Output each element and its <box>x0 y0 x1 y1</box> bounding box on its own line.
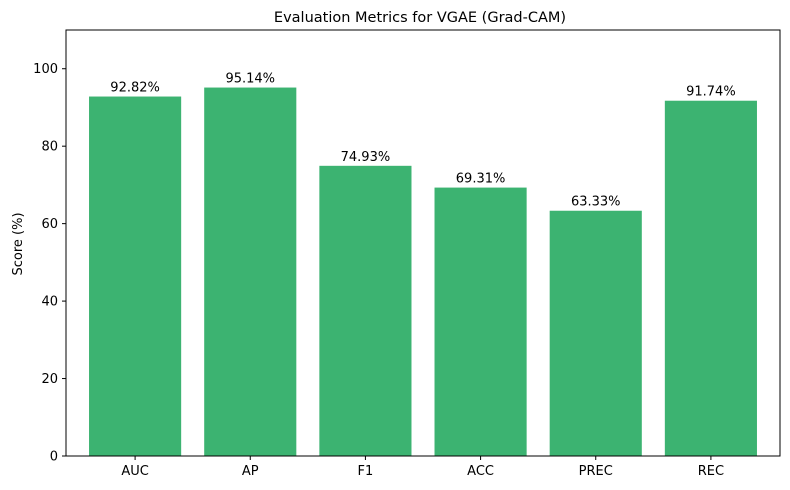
x-axis: AUC AP F1 ACC PREC REC <box>121 456 724 479</box>
y-tick-label-60: 60 <box>41 217 58 232</box>
bar-auc <box>89 96 182 457</box>
x-tick-label-acc: ACC <box>467 464 494 479</box>
chart-title: Evaluation Metrics for VGAE (Grad-CAM) <box>274 10 566 26</box>
x-tick-label-auc: AUC <box>121 464 149 479</box>
data-label-acc: 69.31% <box>456 172 506 187</box>
x-tick-label-ap: AP <box>242 464 259 479</box>
bar-rec <box>664 100 757 456</box>
x-tick-label-rec: REC <box>698 464 724 479</box>
x-tick-label-f1: F1 <box>358 464 374 479</box>
bar-prec <box>549 210 642 456</box>
y-tick-label-20: 20 <box>41 372 58 387</box>
bars-group <box>89 87 757 457</box>
y-tick-label-40: 40 <box>41 295 58 310</box>
data-label-f1: 74.93% <box>341 150 391 165</box>
y-axis: 0 20 40 60 80 100 <box>33 62 66 465</box>
bar-acc <box>434 187 527 456</box>
plot-frame <box>65 29 781 457</box>
data-labels-group: 92.82% 95.14% 74.93% 69.31% 63.33% 91.74% <box>110 72 735 210</box>
data-label-ap: 95.14% <box>225 72 275 87</box>
y-tick-label-80: 80 <box>41 140 58 155</box>
data-label-auc: 92.82% <box>110 81 160 96</box>
data-label-rec: 91.74% <box>686 85 736 100</box>
y-tick-label-0: 0 <box>50 450 58 465</box>
data-label-prec: 63.33% <box>571 195 621 210</box>
y-axis-label: Score (%) <box>11 212 26 275</box>
y-tick-label-100: 100 <box>33 62 58 77</box>
x-tick-label-prec: PREC <box>579 464 613 479</box>
bar-f1 <box>319 165 412 457</box>
bar-ap <box>204 87 297 456</box>
